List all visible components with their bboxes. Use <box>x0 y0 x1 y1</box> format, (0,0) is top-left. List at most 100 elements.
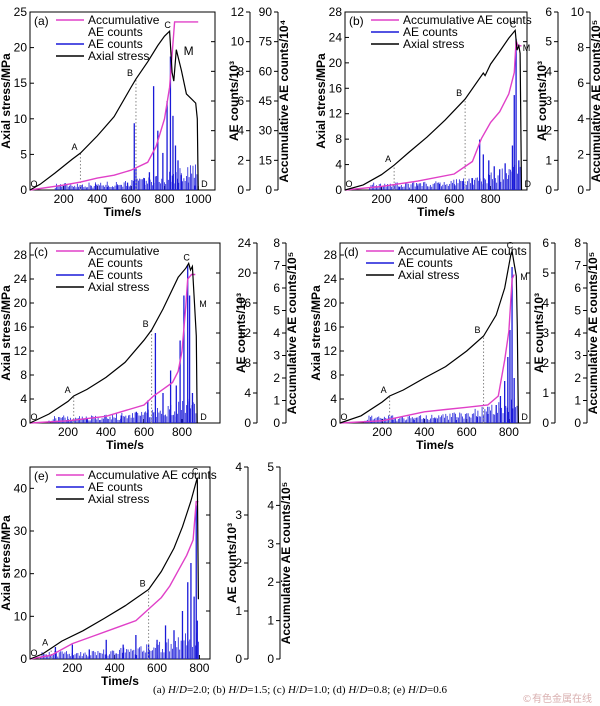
x-tick-label: 800 <box>481 192 501 206</box>
y-tick-label-ae: 2 <box>542 356 549 370</box>
x-tick-label: 200 <box>54 192 74 206</box>
y-tick-label-ae: 12 <box>238 326 252 340</box>
y-tick-label-accum: 8 <box>577 41 584 55</box>
y-tick-label-stress: 12 <box>14 344 28 358</box>
y-tick-label-accum: 5 <box>267 460 274 474</box>
y-tick-label-stress: 20 <box>14 296 28 310</box>
stage-point-label: M <box>523 43 531 53</box>
y-tick-label-stress: 16 <box>329 81 343 95</box>
watermark: ©有色金属在线 <box>522 694 592 705</box>
stage-point-label: M <box>520 272 528 282</box>
y-tick-label-stress: 0 <box>330 416 337 430</box>
y-tick-label-accum: 7 <box>273 259 280 273</box>
y-tick-label-ae: 0 <box>244 416 251 430</box>
axial-stress-line <box>29 261 198 424</box>
y-tick-label-accum: 4 <box>577 112 584 126</box>
y-axis-label-ae: AE counts/10³ <box>225 523 239 603</box>
y-tick-label-stress: 4 <box>330 392 337 406</box>
y-tick-label-accum: 30 <box>259 124 273 138</box>
x-tick-label: 400 <box>408 192 428 206</box>
legend-label: Accumulative <box>88 13 160 27</box>
y-tick-label-stress: 25 <box>14 5 28 19</box>
y-tick-label-accum: 3 <box>267 537 274 551</box>
y-tick-label-ae: 4 <box>244 386 251 400</box>
y-tick-label-stress: 12 <box>324 344 338 358</box>
legend-label: AE counts <box>88 480 143 494</box>
y-axis-label-accum: Accumulative AE counts/10⁵ <box>279 482 293 645</box>
y-tick-label-accum: 0 <box>267 652 274 666</box>
ae-counts-series <box>364 267 518 423</box>
accumulative-ae-line <box>29 21 199 191</box>
stage-point-label: C <box>192 467 199 477</box>
y-tick-label-ae: 3 <box>542 326 549 340</box>
y-tick-label-accum: 8 <box>273 236 280 250</box>
y-tick-label-accum: 8 <box>574 236 581 250</box>
y-tick-label-ae: 2 <box>237 153 244 167</box>
y-tick-label-accum: 1 <box>273 394 280 408</box>
stage-point-label: C <box>183 252 190 262</box>
y-tick-label-accum: 5 <box>574 304 581 318</box>
stage-point-label: A <box>385 154 391 164</box>
y-tick-label-ae: 6 <box>545 5 552 19</box>
legend-label: Axial stress <box>398 268 459 282</box>
y-tick-label-accum: 0 <box>265 183 272 197</box>
panel-label: (b) <box>349 14 364 28</box>
stage-point-label: B <box>456 88 462 98</box>
y-tick-label-stress: 20 <box>14 567 28 581</box>
y-tick-label-stress: 20 <box>324 296 338 310</box>
y-tick-label-ae: 20 <box>238 266 252 280</box>
legend-label: Accumulative AE counts <box>88 468 217 482</box>
legend-label: AE counts <box>88 37 143 51</box>
axial-stress-line <box>29 29 199 191</box>
stage-point-label: M <box>184 44 194 58</box>
x-tick-label: 600 <box>121 192 141 206</box>
y-tick-label-stress: 20 <box>14 41 28 55</box>
y-tick-label-ae: 4 <box>542 296 549 310</box>
ae-counts-series <box>40 505 199 659</box>
y-tick-label-stress: 15 <box>14 76 28 90</box>
x-axis-label: Time/s <box>104 205 142 219</box>
y-axis-label-ae: AE counts/10³ <box>234 293 248 373</box>
y-tick-label-stress: 8 <box>20 368 27 382</box>
x-tick-label: 400 <box>414 425 434 439</box>
y-axis-label-ae: AE counts/10³ <box>532 293 546 373</box>
stage-point-label: D <box>525 179 532 189</box>
y-tick-label-ae: 6 <box>542 236 549 250</box>
y-axis-label-ae: AE counts/10³ <box>535 61 549 141</box>
axial-stress-line <box>29 477 199 660</box>
stage-point-label: A <box>42 637 48 647</box>
axial-stress-line <box>339 249 519 424</box>
y-axis-label-stress: Axial stress/MPa <box>0 515 13 611</box>
x-axis-label: Time/s <box>101 674 139 688</box>
y-tick-label-stress: 40 <box>14 481 28 495</box>
y-tick-label-stress: 0 <box>20 652 27 666</box>
x-tick-label: 200 <box>371 192 391 206</box>
y-tick-label-stress: 16 <box>14 320 28 334</box>
legend-label: Accumulative <box>88 244 160 258</box>
y-tick-label-accum: 0 <box>574 416 581 430</box>
stage-point-label: D <box>200 412 207 422</box>
stage-point-label: O <box>30 648 37 658</box>
x-tick-label: 400 <box>87 192 107 206</box>
y-tick-label-stress: 8 <box>335 132 342 146</box>
y-tick-label-ae: 8 <box>237 64 244 78</box>
x-tick-label: 600 <box>147 661 167 675</box>
legend-label: AE counts <box>403 25 458 39</box>
legend-label: Accumulative AE counts <box>398 244 527 258</box>
y-axis-label-accum: Accumulative AE counts/10⁵ <box>586 252 600 415</box>
y-tick-label-ae: 4 <box>237 124 244 138</box>
y-tick-label-stress: 0 <box>20 416 27 430</box>
y-tick-label-accum: 4 <box>267 498 274 512</box>
accumulative-ae-line <box>29 273 196 424</box>
legend-label: Accumulative AE counts <box>403 13 532 27</box>
x-tick-label: 800 <box>155 192 175 206</box>
y-tick-label-ae: 10 <box>231 35 245 49</box>
y-tick-label-ae: 5 <box>545 35 552 49</box>
stage-point-label: O <box>30 412 37 422</box>
x-tick-label: 800 <box>499 425 519 439</box>
x-tick-label: 1000 <box>185 192 212 206</box>
